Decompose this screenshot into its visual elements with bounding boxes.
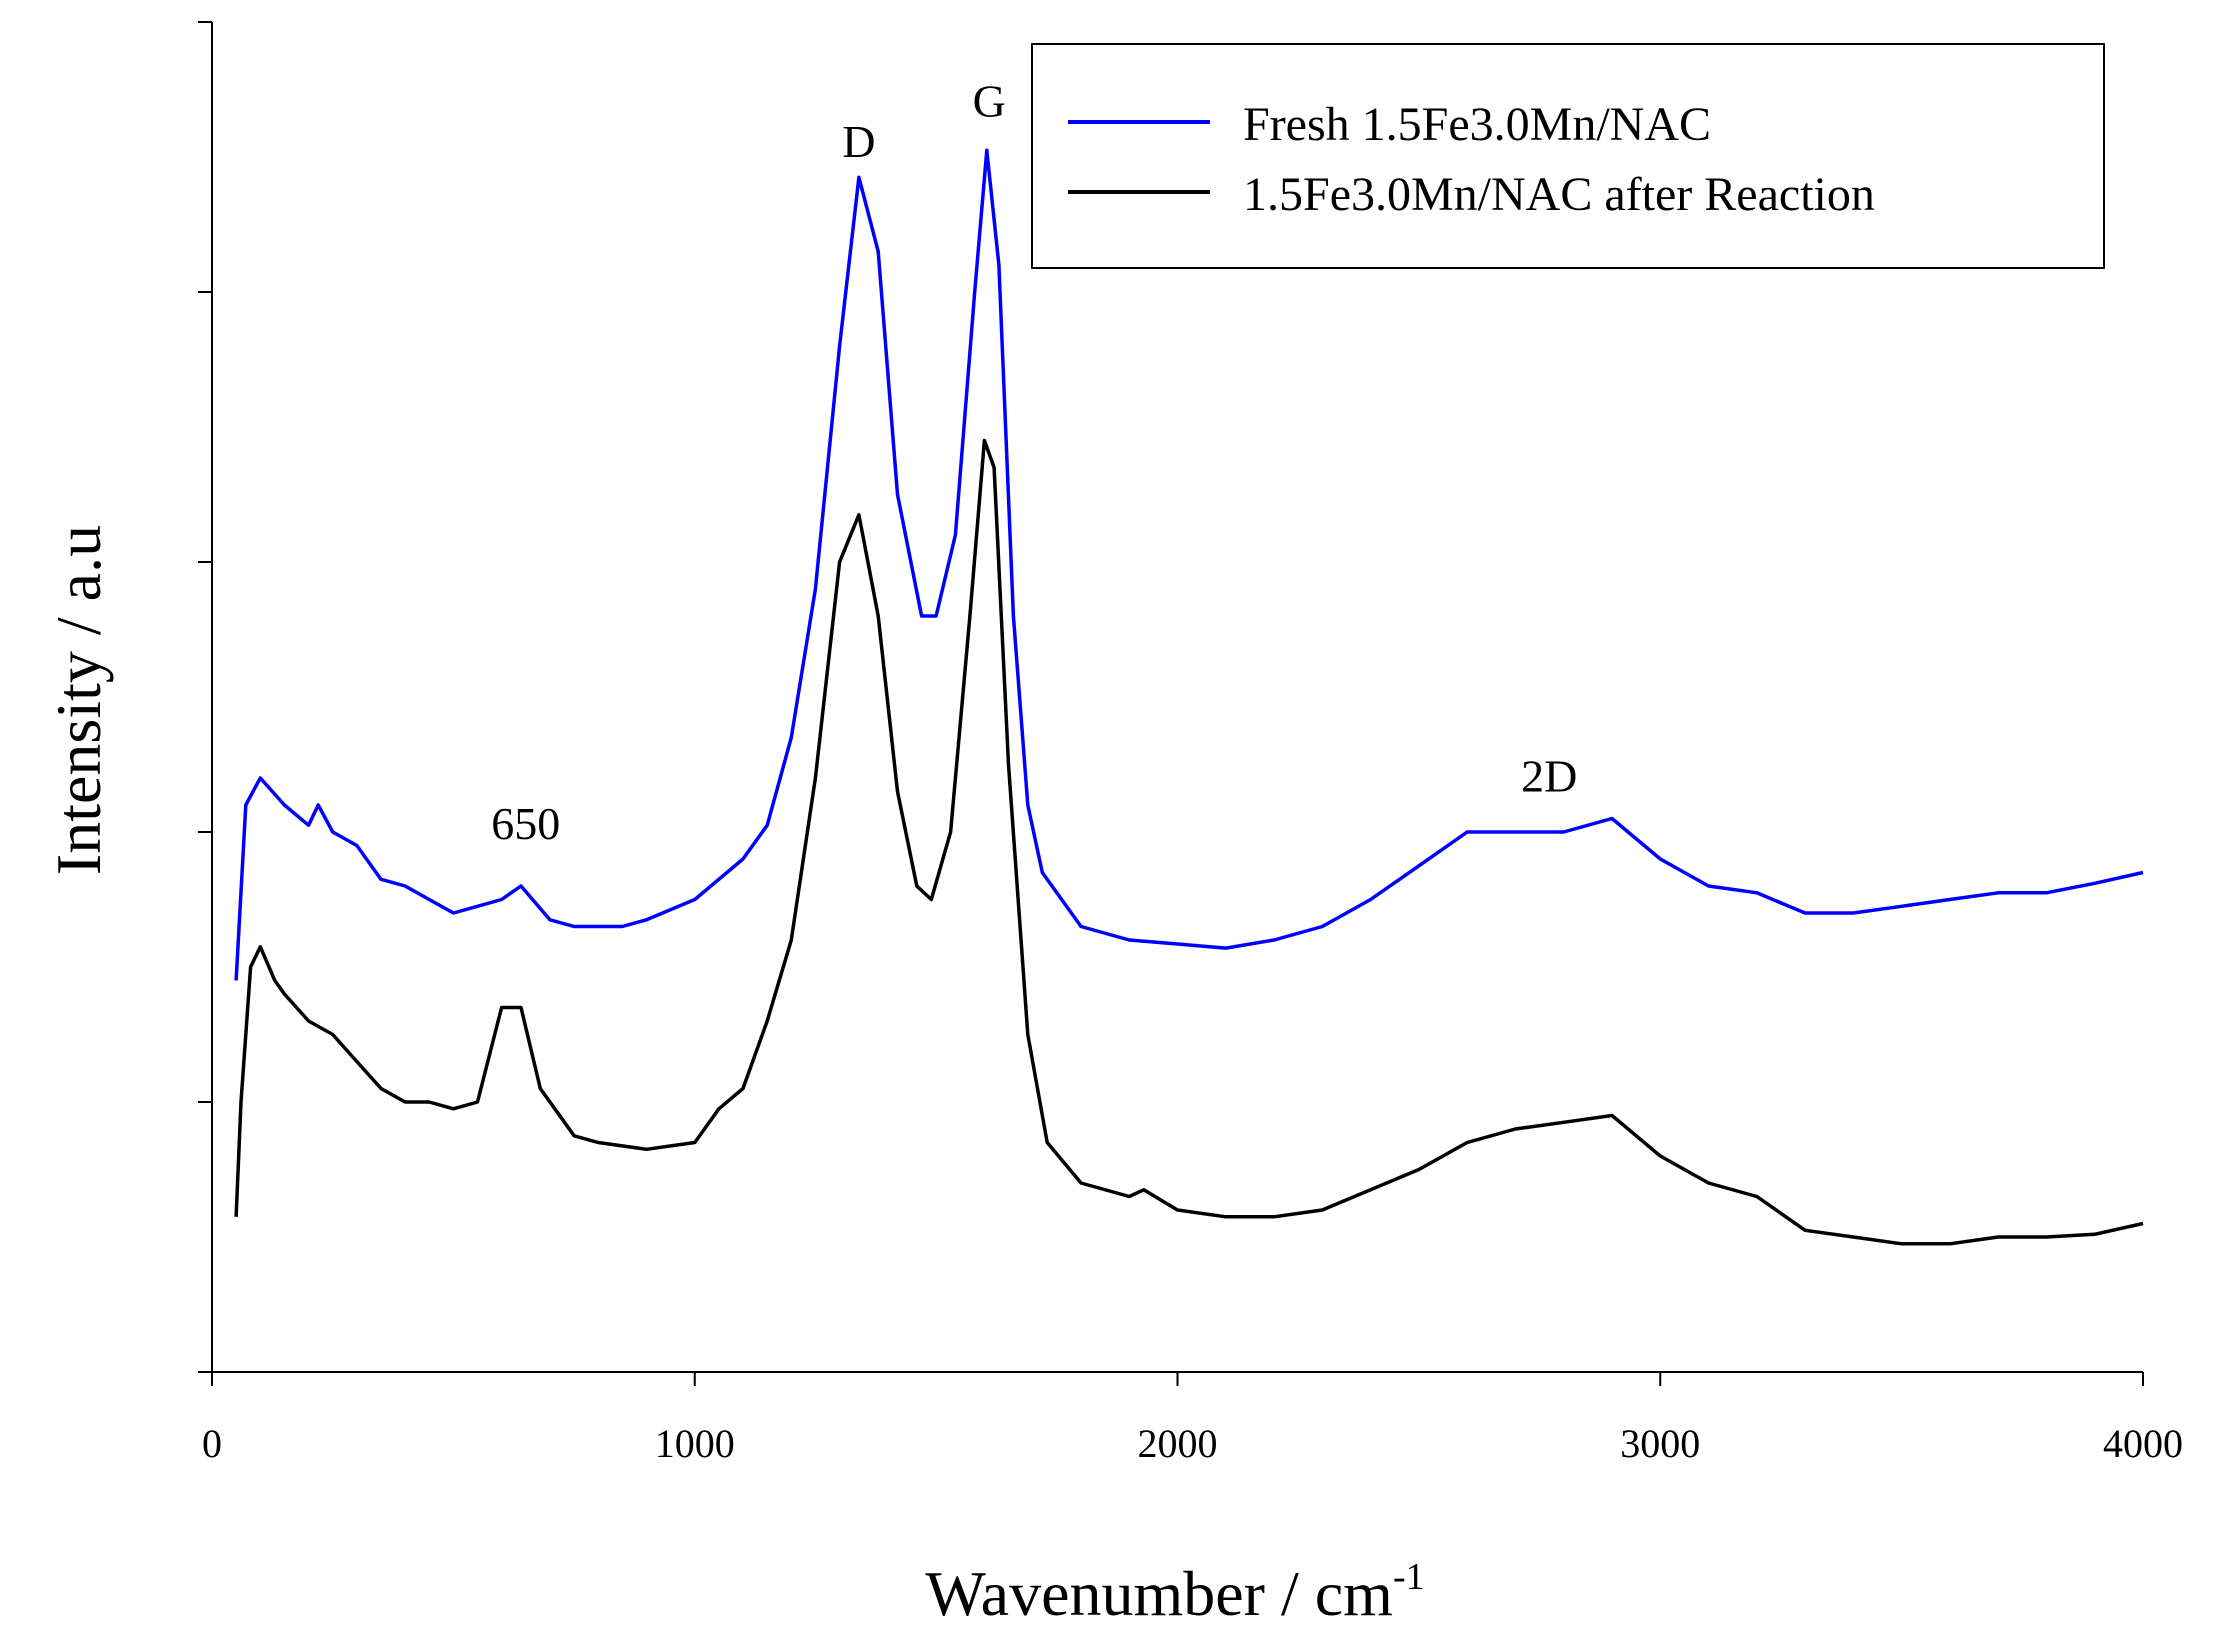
peak-label: 2D: [1521, 751, 1577, 802]
peak-annotations: D G 650 2D: [491, 76, 1577, 849]
peak-label: D: [842, 116, 875, 167]
legend: Fresh 1.5Fe3.0Mn/NAC 1.5Fe3.0Mn/NAC afte…: [1031, 43, 2105, 269]
x-tick-label: 0: [202, 1421, 222, 1466]
x-axis-title: Wavenumber / cm-1: [925, 1556, 1424, 1629]
x-tick-label: 3000: [1620, 1421, 1700, 1466]
x-tick-label: 2000: [1138, 1421, 1218, 1466]
series-group: [234, 148, 2144, 1246]
legend-box: [1031, 43, 2105, 269]
x-tick-label: 1000: [655, 1421, 735, 1466]
legend-label-fresh: Fresh 1.5Fe3.0Mn/NAC: [1243, 98, 1711, 151]
series-line-after-reaction: [234, 438, 2144, 1246]
peak-label: G: [973, 76, 1006, 127]
x-tick-label: 4000: [2103, 1421, 2183, 1466]
x-ticks: 0 1000 2000 3000 4000: [202, 1372, 2183, 1466]
legend-label-after-reaction: 1.5Fe3.0Mn/NAC after Reaction: [1243, 168, 1875, 221]
peak-label: 650: [491, 798, 560, 849]
series-line-fresh: [234, 148, 2144, 981]
y-ticks: [198, 21, 212, 1373]
y-axis-title: Intensity / a.u: [43, 525, 114, 875]
